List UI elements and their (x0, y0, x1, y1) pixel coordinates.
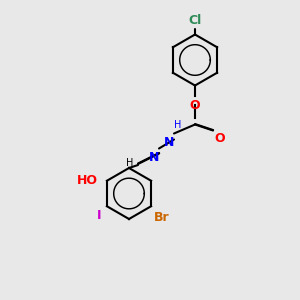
Text: O: O (214, 132, 225, 145)
Text: O: O (190, 99, 200, 112)
Text: I: I (96, 209, 101, 222)
Text: N: N (164, 136, 175, 149)
Text: H: H (174, 121, 182, 130)
Text: Cl: Cl (188, 14, 202, 27)
Text: N: N (149, 152, 160, 164)
Text: Br: Br (154, 211, 170, 224)
Text: HO: HO (77, 174, 98, 187)
Text: H: H (126, 158, 134, 169)
